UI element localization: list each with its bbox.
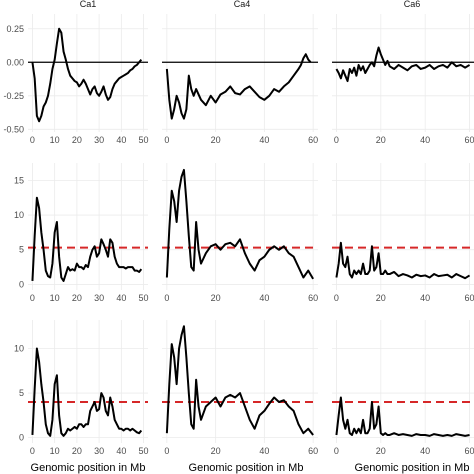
x-tick-label: 50 — [139, 135, 149, 145]
panel-r3-c3: 0 20 40 60 — [332, 320, 474, 456]
facet-strip-labels: Ca1 Ca4 Ca6 — [80, 0, 421, 9]
y-tick-label: 10 — [14, 344, 24, 354]
x-tick-label: 0 — [164, 135, 169, 145]
y-tick-label: 5 — [19, 388, 24, 398]
x-axis-labels: Genomic position in Mb Genomic position … — [31, 462, 470, 474]
x-tick-label: 40 — [259, 293, 269, 303]
x-axis-label-col3: Genomic position in Mb — [355, 462, 470, 474]
x-tick-label: 50 — [139, 446, 149, 456]
y-tick-label: 0 — [19, 279, 24, 289]
strip-label-ca1: Ca1 — [80, 0, 97, 9]
x-tick-label: 20 — [211, 446, 221, 456]
x-tick-label: 20 — [211, 135, 221, 145]
panel-r2-c1: 0 5 10 15 0 10 20 30 40 50 — [14, 163, 149, 303]
x-tick-label: 0 — [30, 446, 35, 456]
panel-r1-c1: -0.50 -0.25 0.00 0.25 0 10 20 30 40 50 — [3, 14, 149, 145]
panel-r3-c2: 0 20 40 60 — [162, 320, 318, 456]
x-tick-label: 40 — [116, 293, 126, 303]
x-tick-label: 20 — [72, 446, 82, 456]
series-line-ca4 — [165, 168, 314, 280]
series-line-ca6 — [335, 46, 471, 83]
y-tick-label: 15 — [14, 175, 24, 185]
x-tick-label: 20 — [72, 135, 82, 145]
x-tick-label: 0 — [334, 135, 339, 145]
y-tick-label: 5 — [19, 245, 24, 255]
y-tick-label: 0.00 — [6, 57, 24, 67]
series-line-ca4 — [165, 325, 314, 436]
x-tick-label: 60 — [465, 135, 474, 145]
x-tick-label: 20 — [211, 293, 221, 303]
panel-r1-c3: 0 20 40 60 — [332, 14, 474, 145]
y-tick-label: 0 — [19, 433, 24, 443]
x-tick-label: 60 — [465, 293, 474, 303]
x-tick-label: 10 — [50, 446, 60, 456]
series-line-ca1 — [31, 347, 143, 437]
x-tick-label: 30 — [94, 293, 104, 303]
y-tick-label: -0.50 — [3, 124, 24, 134]
x-axis-label-col2: Genomic position in Mb — [189, 462, 304, 474]
facet-panels: -0.50-0.250.000.250 10 20 30 40 50 0 20 40 60 0 20 4… — [3, 14, 474, 456]
y-tick-label: 0.25 — [6, 24, 24, 34]
x-tick-label: 10 — [50, 293, 60, 303]
series-line-ca4 — [165, 53, 312, 120]
panel-r2-c2: 0 20 40 60 — [162, 163, 318, 303]
x-tick-label: 0 — [334, 446, 339, 456]
x-tick-label: 40 — [259, 135, 269, 145]
y-tick-label: -0.25 — [3, 91, 24, 101]
x-tick-label: 0 — [164, 446, 169, 456]
x-tick-label: 20 — [72, 293, 82, 303]
x-tick-label: 60 — [308, 293, 318, 303]
x-tick-label: 40 — [116, 135, 126, 145]
x-axis-label-col1: Genomic position in Mb — [31, 462, 146, 474]
series-line-ca6 — [335, 241, 471, 280]
x-tick-label: 40 — [259, 446, 269, 456]
series-line-ca1 — [31, 27, 143, 123]
panel-r3-c1: 0 5 10 0 10 20 30 40 50 — [14, 320, 149, 456]
x-tick-label: 40 — [420, 446, 430, 456]
x-tick-label: 0 — [334, 293, 339, 303]
x-tick-label: 60 — [465, 446, 474, 456]
series-line-ca1 — [31, 196, 143, 282]
x-tick-label: 30 — [94, 135, 104, 145]
y-tick-label: 10 — [14, 210, 24, 220]
x-tick-label: 20 — [376, 135, 386, 145]
x-tick-label: 20 — [376, 293, 386, 303]
series-line-ca6 — [335, 396, 470, 437]
x-tick-label: 10 — [50, 135, 60, 145]
x-tick-label: 0 — [30, 135, 35, 145]
x-tick-label: 60 — [308, 446, 318, 456]
strip-label-ca6: Ca6 — [404, 0, 421, 9]
x-tick-label: 0 — [30, 293, 35, 303]
x-tick-label: 40 — [420, 293, 430, 303]
x-tick-label: 40 — [420, 135, 430, 145]
x-tick-label: 40 — [116, 446, 126, 456]
x-tick-label: 50 — [139, 293, 149, 303]
x-tick-label: 0 — [164, 293, 169, 303]
x-tick-label: 20 — [376, 446, 386, 456]
x-tick-label: 30 — [94, 446, 104, 456]
x-tick-label: 60 — [308, 135, 318, 145]
panel-r2-c3: 0 20 40 60 — [332, 163, 474, 303]
panel-r1-c2: 0 20 40 60 — [162, 14, 318, 145]
strip-label-ca4: Ca4 — [234, 0, 251, 9]
